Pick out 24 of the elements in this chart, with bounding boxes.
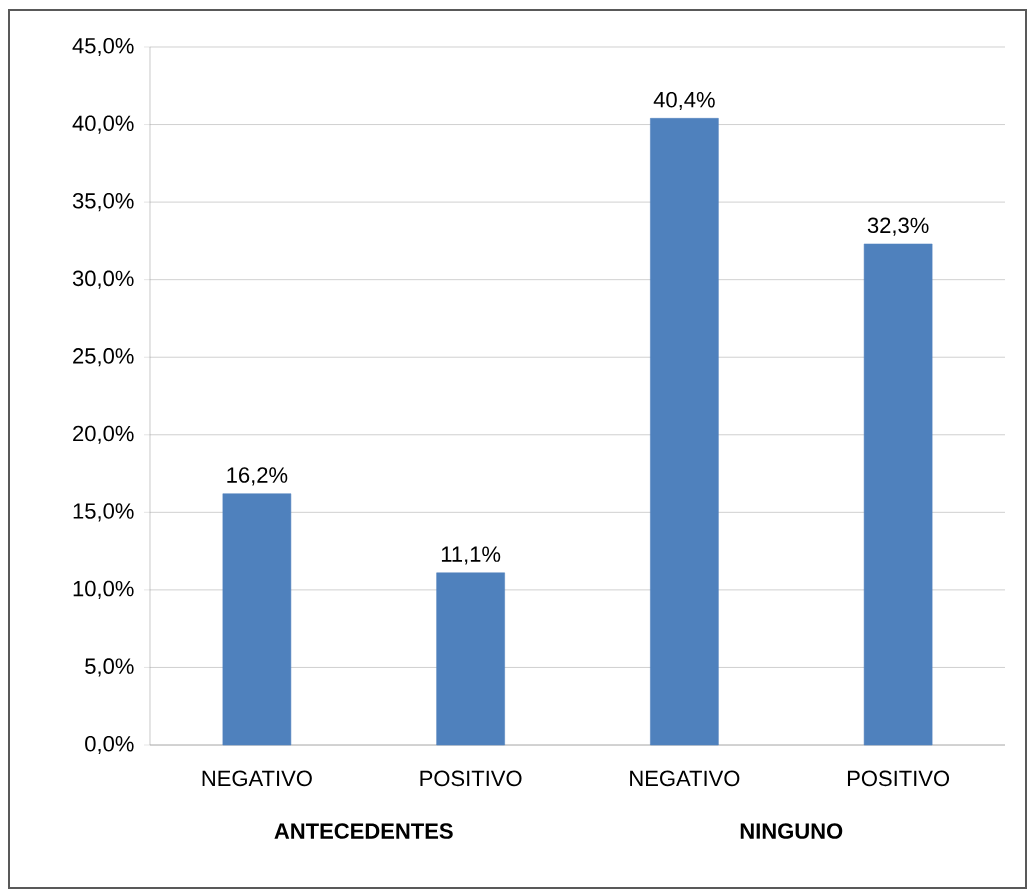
data-label: 16,2%	[227, 467, 288, 486]
bar	[222, 493, 292, 746]
y-tick-label: 20,0%	[73, 425, 134, 444]
x-tick-label: POSITIVO	[847, 770, 950, 787]
y-tick-label: 40,0%	[72, 115, 134, 134]
x-tick-label: NEGATIVO	[630, 770, 740, 787]
y-tick-label: 10,0%	[73, 580, 134, 599]
x-tick-label: POSITIVO	[420, 770, 522, 787]
y-tick-label: 35,0%	[72, 193, 134, 212]
data-label: 40,4%	[653, 91, 715, 111]
data-label: 32,3%	[867, 217, 929, 236]
y-tick-label: 30,0%	[72, 270, 134, 289]
data-label: 11,1%	[441, 546, 501, 565]
y-tick-label: 15,0%	[73, 503, 134, 522]
bar	[650, 118, 719, 746]
y-tick-label: 45,0%	[72, 37, 134, 57]
x-tick-label: NEGATIVO	[202, 770, 312, 787]
y-tick-label: 5,0%	[85, 658, 134, 677]
text: NINGUNO	[740, 823, 843, 839]
text: ANTECEDENTES	[274, 823, 453, 839]
bar	[863, 243, 933, 746]
y-tick-label: 0,0%	[85, 735, 134, 755]
y-tick-label: 25,0%	[73, 348, 134, 367]
bar	[436, 572, 505, 746]
